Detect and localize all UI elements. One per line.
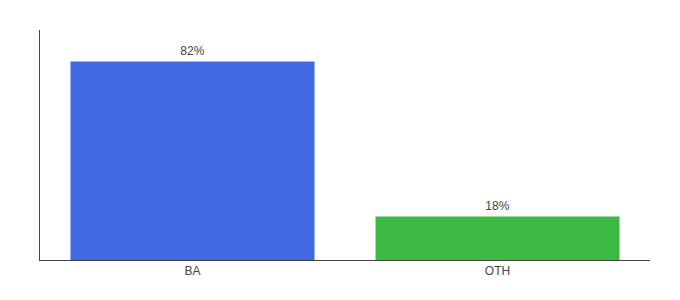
svg-text:82%: 82% [180,44,204,58]
svg-text:OTH: OTH [485,264,510,278]
svg-text:BA: BA [184,264,200,278]
svg-text:18%: 18% [485,199,509,213]
